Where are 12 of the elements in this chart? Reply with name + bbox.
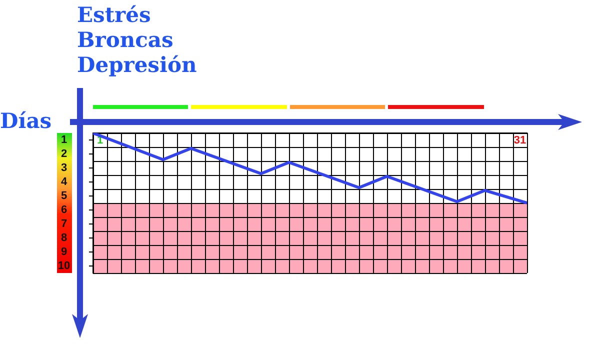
y-tick-label: 9: [60, 246, 68, 258]
y-tick-label: 5: [60, 190, 68, 202]
y-tick-label: 3: [60, 162, 68, 174]
y-tick-label: 8: [60, 232, 68, 244]
y-tick-label: 2: [60, 148, 68, 160]
y-axis-title: Estrés Broncas Depresión: [77, 2, 197, 77]
y-tick-label: 10: [58, 260, 70, 272]
y-tick-label: 6: [60, 204, 68, 216]
x-tick-label: 31: [514, 134, 526, 147]
y-tick-label: 7: [60, 218, 68, 230]
x-axis-title: Días: [0, 108, 52, 133]
y-tick-label: 4: [60, 176, 68, 188]
